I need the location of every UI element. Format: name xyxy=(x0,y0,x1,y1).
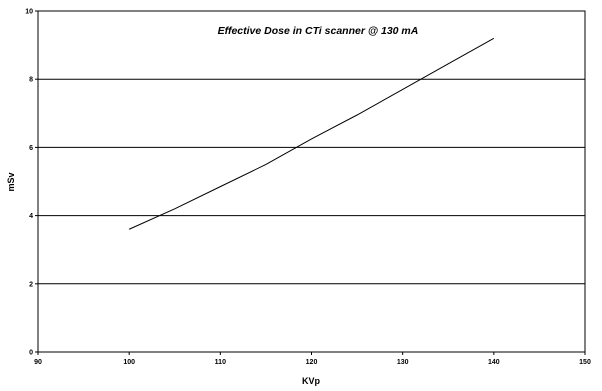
x-tick-label: 140 xyxy=(488,359,500,366)
x-tick-label: 100 xyxy=(123,359,135,366)
x-axis-title: KVp xyxy=(302,376,321,386)
x-tick-label: 130 xyxy=(397,359,409,366)
gridlines xyxy=(38,78,585,285)
series-line xyxy=(128,37,495,230)
y-tick-label: 4 xyxy=(29,213,33,220)
y-tick-label: 2 xyxy=(29,281,33,288)
x-tick-label: 120 xyxy=(306,359,318,366)
y-tick-label: 0 xyxy=(29,350,33,357)
chart-title: Effective Dose in CTi scanner @ 130 mA xyxy=(218,25,419,37)
series-layer xyxy=(128,37,495,230)
plot-area xyxy=(37,10,586,353)
x-tick-label: 110 xyxy=(215,359,226,366)
x-tick-label: 90 xyxy=(34,359,42,366)
axis-ticks: 0 2 4 6 8 10 90 100 110 120 130 140 150 xyxy=(25,9,591,367)
y-tick-label: 10 xyxy=(25,9,33,16)
y-axis-title: mSv xyxy=(6,172,16,191)
x-tick-label: 150 xyxy=(579,359,591,366)
y-tick-label: 8 xyxy=(29,77,33,84)
y-tick-label: 6 xyxy=(29,145,33,152)
